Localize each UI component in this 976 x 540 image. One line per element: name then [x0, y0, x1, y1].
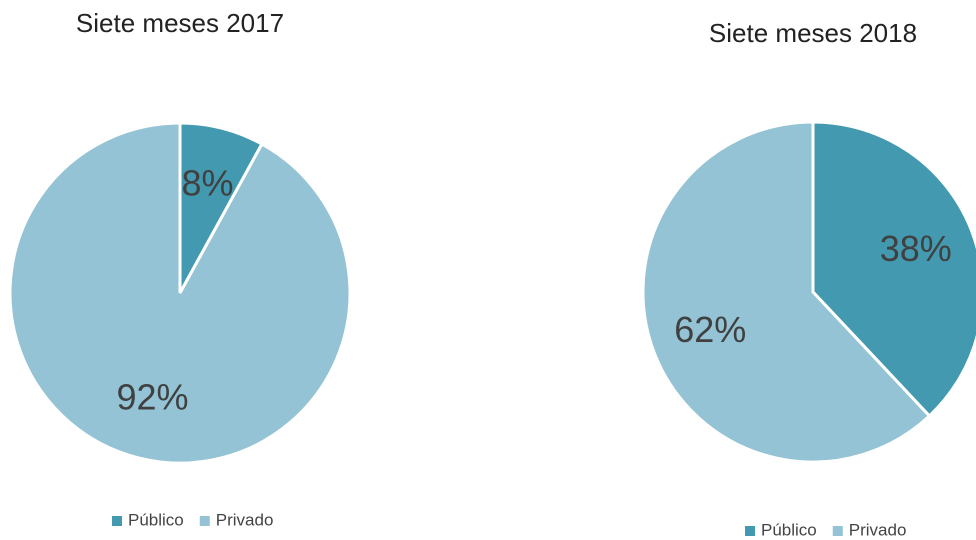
value-label: 38% [880, 228, 952, 269]
value-label: 8% [181, 162, 233, 203]
chart-title: Siete meses 2018 [709, 18, 917, 48]
legend-label: Público [128, 510, 184, 529]
value-label: 92% [116, 377, 188, 418]
legend-swatch [112, 516, 122, 526]
legend-label: Público [761, 520, 817, 539]
legend-swatch [199, 516, 210, 526]
legend-label: Privado [849, 520, 907, 539]
legend-swatch [832, 526, 843, 536]
legend-label: Privado [216, 510, 274, 529]
legend-swatch [745, 526, 755, 536]
pie-slice [811, 120, 976, 419]
value-label: 62% [674, 309, 746, 350]
pie-slice [641, 120, 932, 464]
chart-title: Siete meses 2017 [76, 8, 284, 38]
pie-slice [8, 121, 352, 465]
